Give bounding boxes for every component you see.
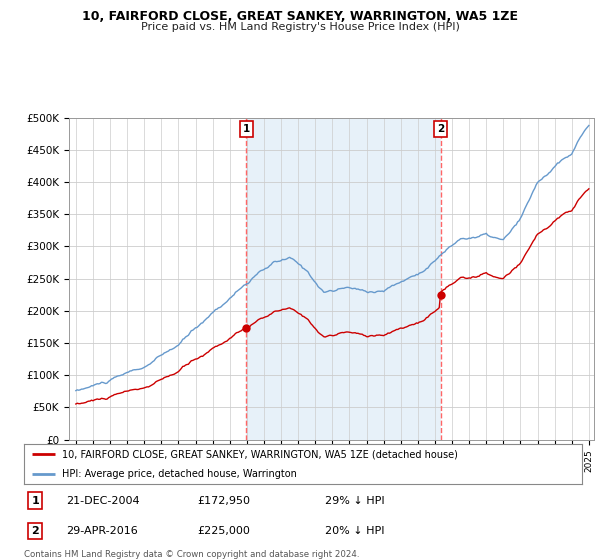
Text: Price paid vs. HM Land Registry's House Price Index (HPI): Price paid vs. HM Land Registry's House …: [140, 22, 460, 32]
Text: £172,950: £172,950: [197, 496, 250, 506]
Text: 10, FAIRFORD CLOSE, GREAT SANKEY, WARRINGTON, WA5 1ZE (detached house): 10, FAIRFORD CLOSE, GREAT SANKEY, WARRIN…: [62, 449, 458, 459]
Text: 2: 2: [31, 526, 39, 536]
Text: Contains HM Land Registry data © Crown copyright and database right 2024.
This d: Contains HM Land Registry data © Crown c…: [24, 550, 359, 560]
Text: 1: 1: [31, 496, 39, 506]
Text: 2: 2: [437, 124, 444, 134]
Text: 29-APR-2016: 29-APR-2016: [66, 526, 137, 536]
Text: 1: 1: [243, 124, 250, 134]
Text: HPI: Average price, detached house, Warrington: HPI: Average price, detached house, Warr…: [62, 469, 297, 479]
Text: 20% ↓ HPI: 20% ↓ HPI: [325, 526, 385, 536]
Text: 10, FAIRFORD CLOSE, GREAT SANKEY, WARRINGTON, WA5 1ZE: 10, FAIRFORD CLOSE, GREAT SANKEY, WARRIN…: [82, 10, 518, 23]
Text: 21-DEC-2004: 21-DEC-2004: [66, 496, 139, 506]
Text: £225,000: £225,000: [197, 526, 250, 536]
Text: 29% ↓ HPI: 29% ↓ HPI: [325, 496, 385, 506]
Bar: [247, 118, 440, 440]
